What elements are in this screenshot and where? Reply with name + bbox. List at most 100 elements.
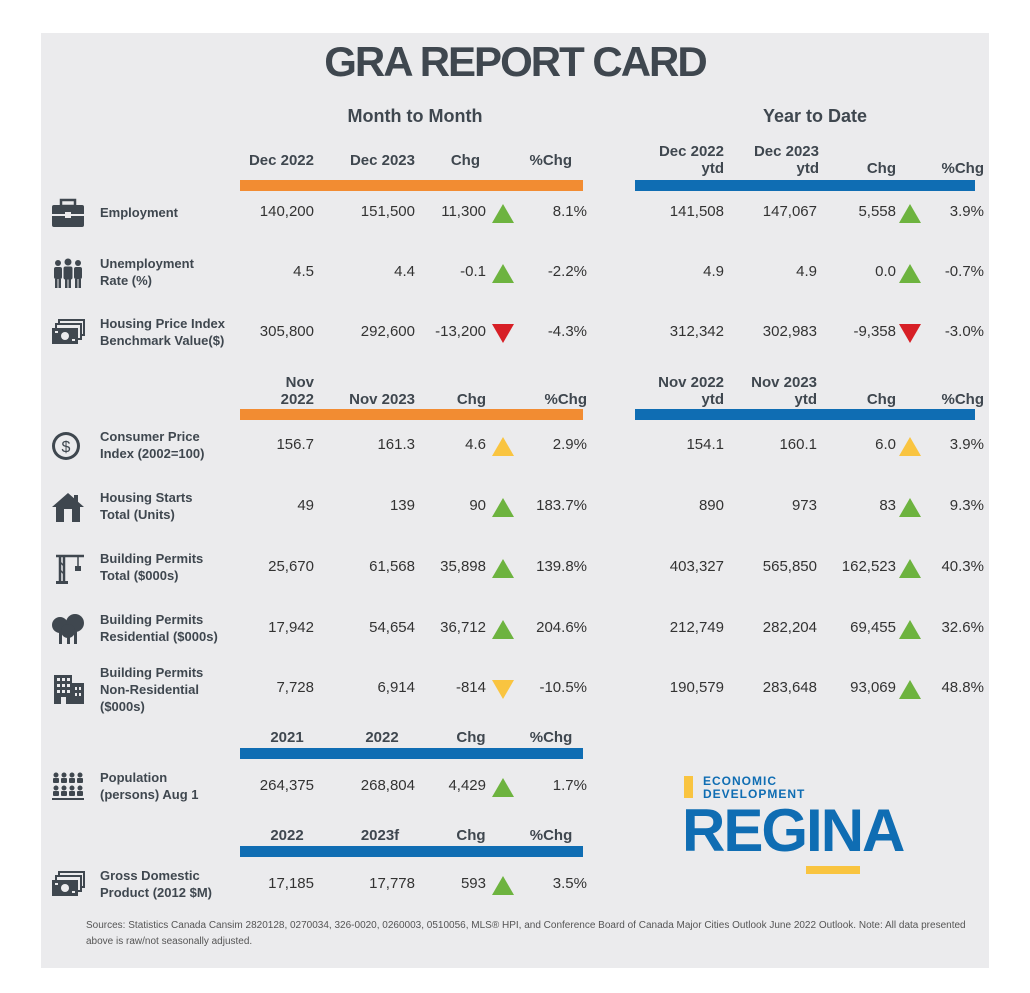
ytd-value-1: 283,648: [762, 679, 817, 696]
header2-mm-col-3: %Chg: [487, 391, 588, 408]
header1-ytd-col-1-line: ytd: [796, 160, 820, 177]
ytd-value-3: 40.3%: [941, 558, 984, 575]
logo-accent-bar: [684, 776, 693, 798]
row-label-line: Total ($000s): [100, 568, 179, 583]
row-label: Building Permits Total ($000s): [100, 550, 240, 584]
ytd-value-3: 48.8%: [941, 679, 984, 696]
ytd-value-0: 403,327: [669, 558, 724, 575]
mm-value-2: 593: [460, 875, 486, 892]
mm-value-3: -2.2%: [547, 263, 587, 280]
header1-ytd-col-3: %Chg: [884, 160, 985, 177]
header2-ytd-bar: [635, 409, 975, 420]
mm-value-2: -0.1: [460, 263, 486, 280]
ytd-value-3: -0.7%: [944, 263, 984, 280]
row-label-line: Building Permits: [100, 551, 204, 566]
header3-col-1: 2022: [365, 729, 399, 746]
mm-value-2: 11,300: [441, 203, 486, 220]
header1-ytd-col-1: Dec 2023 ytd: [719, 143, 819, 177]
mm-value-0: 17,942: [268, 619, 314, 636]
ytd-value-1: 302,983: [762, 323, 817, 340]
header1-mm-col-2-line: Chg: [450, 152, 480, 169]
money-icon: [50, 869, 86, 901]
ytd-value-0: 312,342: [669, 323, 724, 340]
header2-ytd-col-1-line: ytd: [794, 391, 818, 408]
trend-up-green-icon: [899, 620, 921, 639]
header2-mm-col-0: Nov 2022: [214, 374, 314, 408]
logo-development: DEVELOPMENT: [703, 787, 806, 801]
mm-value-2: 4.6: [465, 436, 486, 453]
header1-mm-col-1-line: Dec 2023: [349, 152, 415, 169]
ytd-value-2: 83: [879, 497, 896, 514]
row-label-line: Product (2012 $M): [100, 885, 212, 900]
mm-value-3: -4.3%: [547, 323, 587, 340]
row-label: Gross Domestic Product (2012 $M): [100, 867, 240, 901]
ytd-value-1: 147,067: [762, 203, 817, 220]
header3-bar: [240, 748, 583, 759]
header4-col-0: 2022: [270, 827, 304, 844]
svg-text:$: $: [62, 439, 71, 456]
header2-mm-col-2-line: Chg: [456, 391, 486, 408]
mm-value-1: 268,804: [360, 777, 415, 794]
header2-ytd-col-0: Nov 2022 ytd: [624, 374, 724, 408]
header2-mm-col-2: Chg: [386, 391, 486, 408]
header1-mm-col-3: %Chg: [472, 152, 573, 169]
header1-ytd-col-0-line: Dec 2022: [658, 143, 724, 160]
row-label-line: Building Permits: [100, 612, 204, 627]
trend-up-yellow-icon: [899, 437, 921, 456]
row-label: Consumer Price Index (2002=100): [100, 428, 240, 462]
ytd-value-2: 6.0: [875, 436, 896, 453]
row-label-line: Population: [100, 770, 168, 785]
section-year-to-date: Year to Date: [762, 106, 868, 126]
header3-col-0: 2021: [270, 729, 304, 746]
header2-mm-col-0-line: Nov: [285, 374, 314, 391]
header4-bar: [240, 846, 583, 857]
mm-value-1: 139: [389, 497, 415, 514]
header2-ytd-col-0-line: ytd: [701, 391, 725, 408]
ytd-value-2: 0.0: [875, 263, 896, 280]
mm-value-0: 49: [297, 497, 314, 514]
trend-up-green-icon: [899, 264, 921, 283]
trend-up-green-icon: [492, 498, 514, 517]
row-label-line: Residential ($000s): [100, 629, 218, 644]
ytd-value-1: 565,850: [762, 558, 817, 575]
trend-up-green-icon: [492, 559, 514, 578]
mm-value-1: 151,500: [360, 203, 415, 220]
header2-ytd-col-3-line: %Chg: [941, 391, 985, 408]
trend-down-red-icon: [899, 324, 921, 343]
mm-value-1: 6,914: [377, 679, 415, 696]
mm-value-3: 1.7%: [552, 777, 587, 794]
mm-value-0: 7,728: [276, 679, 314, 696]
row-label: Building Permits Residential ($000s): [100, 611, 240, 645]
row-label-line: Building Permits: [100, 665, 204, 680]
ytd-value-3: 9.3%: [949, 497, 984, 514]
mm-value-1: 4.4: [394, 263, 415, 280]
ytd-value-3: 3.9%: [949, 203, 984, 220]
mm-value-1: 17,778: [369, 875, 415, 892]
header2-mm-col-1-line: Nov 2023: [349, 391, 415, 408]
mm-value-3: -10.5%: [539, 679, 587, 696]
header2-ytd-col-1: Nov 2023 ytd: [717, 374, 817, 408]
mm-value-2: 90: [469, 497, 486, 514]
ytd-value-3: -3.0%: [944, 323, 984, 340]
ytd-value-2: -9,358: [853, 323, 896, 340]
header1-ytd-col-1-line: Dec 2023: [753, 143, 819, 160]
mm-value-0: 156.7: [276, 436, 314, 453]
header2-mm-col-3-line: %Chg: [544, 391, 588, 408]
ytd-value-0: 212,749: [669, 619, 724, 636]
header1-ytd-bar: [635, 180, 975, 191]
ytd-value-2: 162,523: [841, 558, 896, 575]
header1-ytd-col-0: Dec 2022 ytd: [624, 143, 724, 177]
row-label-line: Total (Units): [100, 507, 175, 522]
header2-mm-col-0-line: 2022: [280, 391, 314, 408]
trend-up-green-icon: [899, 680, 921, 699]
header1-ytd-col-0-line: ytd: [701, 160, 725, 177]
ytd-value-1: 282,204: [762, 619, 817, 636]
header1-mm-col-0: Dec 2022: [214, 152, 314, 169]
mm-value-3: 183.7%: [536, 497, 587, 514]
row-label: Housing Price Index Benchmark Value($): [100, 315, 240, 349]
trend-up-green-icon: [492, 264, 514, 283]
header1-mm-bar: [240, 180, 583, 191]
population-icon: [50, 771, 86, 803]
row-label: Housing Starts Total (Units): [100, 489, 240, 523]
mm-value-1: 54,654: [369, 619, 415, 636]
